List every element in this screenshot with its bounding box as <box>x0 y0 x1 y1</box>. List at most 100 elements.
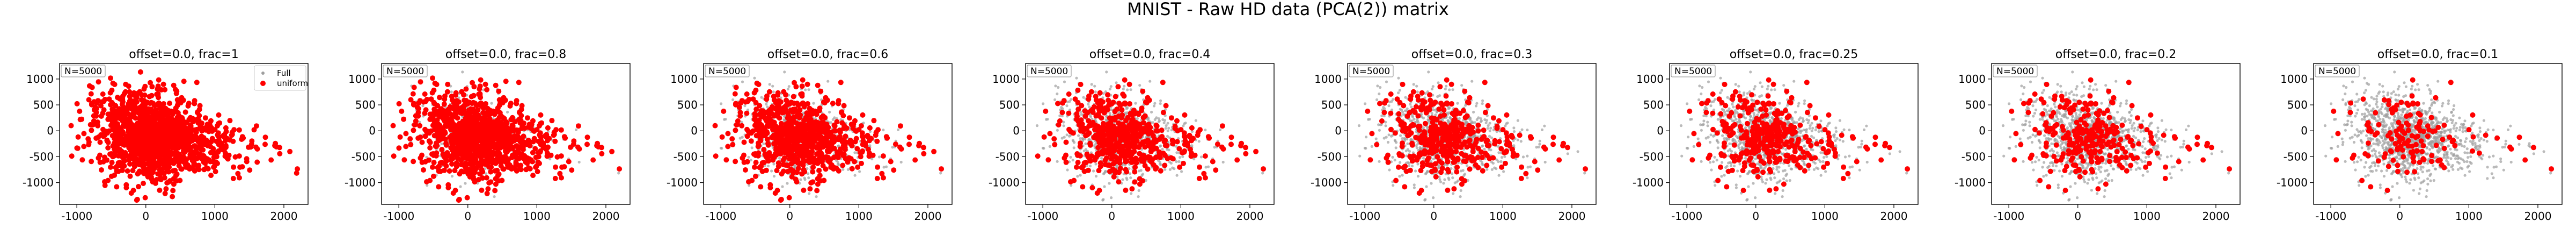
point-uniform <box>108 164 113 170</box>
point-uniform <box>145 147 151 153</box>
point-full <box>506 110 509 114</box>
y-tick-label: 1000 <box>26 73 54 86</box>
point-uniform <box>132 103 138 109</box>
point-uniform <box>89 159 94 165</box>
point-uniform <box>123 182 129 188</box>
point-uniform <box>147 170 152 176</box>
point-uniform <box>549 118 555 124</box>
point-uniform <box>108 102 114 108</box>
point-full <box>450 90 453 94</box>
point-uniform <box>105 117 111 122</box>
point-uniform <box>151 156 157 162</box>
point-uniform <box>91 122 97 127</box>
point-uniform <box>445 81 451 87</box>
point-uniform <box>166 165 172 170</box>
y-tick-label: 0 <box>47 124 54 137</box>
point-uniform <box>170 126 176 132</box>
point-uniform <box>116 136 122 142</box>
point-uniform <box>137 155 143 161</box>
point-uniform <box>401 157 407 163</box>
point-full <box>421 104 425 108</box>
point-uniform <box>551 131 557 137</box>
point-uniform <box>108 111 114 117</box>
point-uniform <box>430 164 435 170</box>
point-uniform <box>434 150 440 156</box>
point-uniform <box>91 113 97 119</box>
point-uniform <box>254 159 260 165</box>
point-uniform <box>229 131 235 137</box>
point-uniform <box>175 129 181 134</box>
point-uniform <box>127 97 133 103</box>
point-uniform <box>552 138 558 144</box>
point-uniform <box>149 176 155 182</box>
point-uniform <box>160 101 166 107</box>
point-uniform <box>127 161 133 167</box>
point-uniform <box>544 132 550 138</box>
point-uniform <box>538 112 544 118</box>
point-uniform <box>120 110 126 116</box>
point-uniform <box>123 140 129 146</box>
point-uniform <box>77 108 83 114</box>
point-uniform <box>171 160 177 166</box>
point-uniform <box>223 144 229 150</box>
point-uniform <box>75 134 81 140</box>
point-uniform <box>262 134 268 140</box>
point-full <box>450 175 454 178</box>
legend-label-uniform: uniform <box>277 79 308 88</box>
point-uniform <box>575 123 581 129</box>
point-uniform <box>208 159 213 165</box>
point-uniform <box>130 111 136 117</box>
point-uniform <box>187 128 193 134</box>
point-uniform <box>153 145 159 151</box>
point-uniform <box>274 144 279 150</box>
point-uniform <box>119 101 125 107</box>
point-uniform <box>166 134 172 140</box>
point-uniform <box>140 127 145 133</box>
point-uniform <box>190 119 196 125</box>
point-uniform <box>128 190 134 196</box>
point-uniform <box>163 156 168 162</box>
point-uniform <box>251 127 257 133</box>
point-uniform <box>100 91 106 97</box>
point-uniform <box>131 90 137 96</box>
point-uniform <box>488 179 494 185</box>
point-uniform <box>422 126 428 132</box>
point-uniform <box>179 116 185 122</box>
point-uniform <box>152 137 158 143</box>
point-uniform <box>162 87 168 92</box>
point-uniform <box>211 154 217 160</box>
subplot-title: offset=0.0, frac=1 <box>129 48 238 61</box>
point-uniform <box>430 75 435 81</box>
point-uniform <box>176 154 182 160</box>
point-uniform <box>535 159 541 165</box>
point-full <box>577 160 581 164</box>
point-uniform <box>408 141 414 147</box>
point-uniform <box>236 127 242 133</box>
point-uniform <box>537 149 543 155</box>
point-uniform <box>161 141 167 147</box>
point-uniform <box>147 106 153 112</box>
point-uniform <box>532 146 538 152</box>
x-tick-label: 0 <box>142 210 149 223</box>
point-full <box>459 185 462 188</box>
point-uniform <box>449 161 455 167</box>
point-uniform <box>584 141 590 147</box>
point-uniform <box>139 97 144 103</box>
point-uniform <box>419 152 425 158</box>
point-uniform <box>189 155 195 161</box>
point-uniform <box>96 79 101 85</box>
point-uniform <box>262 141 268 147</box>
point-uniform <box>482 81 488 87</box>
point-uniform <box>421 167 426 173</box>
point-uniform <box>112 172 118 178</box>
point-uniform <box>194 80 200 86</box>
point-uniform <box>179 95 185 101</box>
point-uniform <box>192 162 198 168</box>
point-uniform <box>557 170 563 176</box>
point-uniform <box>192 98 197 104</box>
point-uniform <box>531 136 537 141</box>
point-full <box>490 102 493 105</box>
point-uniform <box>158 153 164 159</box>
point-uniform <box>194 151 200 156</box>
